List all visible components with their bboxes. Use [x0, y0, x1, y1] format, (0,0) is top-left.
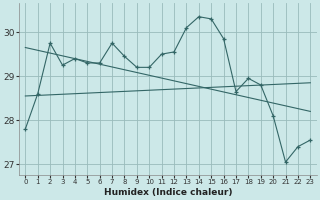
X-axis label: Humidex (Indice chaleur): Humidex (Indice chaleur) — [104, 188, 232, 197]
